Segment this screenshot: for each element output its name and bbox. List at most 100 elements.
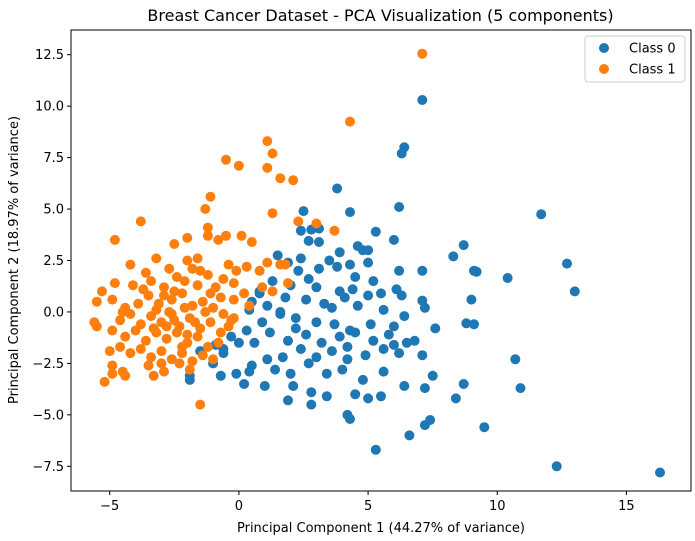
y-tick-label-0: −7.5 [32,460,64,475]
point-series-1-46 [146,276,157,287]
point-series-0-9 [295,225,306,236]
point-series-0-85 [401,337,412,348]
point-series-0-27 [394,265,405,276]
point-series-0-18 [303,235,314,246]
point-series-1-126 [195,265,206,276]
point-series-1-124 [138,284,149,295]
point-series-0-28 [363,257,374,268]
x-axis: −5 0 5 10 15 [100,491,635,514]
point-series-0-38 [368,276,379,287]
point-series-1-127 [117,307,128,317]
point-series-1-133 [254,265,265,276]
point-series-1-3 [267,148,278,159]
point-series-1-93 [104,346,115,357]
point-series-1-92 [213,337,224,348]
point-series-1-98 [156,346,167,357]
point-series-0-16 [334,247,345,258]
point-series-0-19 [314,237,324,247]
point-series-1-13 [311,218,322,229]
point-series-1-90 [192,331,203,342]
point-series-0-0 [417,95,428,105]
legend-label-0: Class 0 [629,42,676,57]
point-series-1-25 [151,253,162,264]
chart-title: Breast Cancer Dataset - PCA Visualizatio… [147,6,613,25]
point-series-1-99 [166,354,177,365]
point-series-1-54 [244,300,255,311]
point-series-1-24 [109,234,120,245]
point-series-1-110 [184,364,195,375]
point-series-1-88 [171,327,182,338]
point-series-1-40 [257,282,268,293]
point-series-0-29 [345,259,355,270]
y-tick-label-4: 2.5 [43,254,64,269]
point-series-0-15 [363,245,374,256]
point-series-0-88 [378,344,389,354]
point-series-1-38 [218,274,229,284]
point-series-1-64 [197,296,208,307]
point-series-1-2 [262,136,273,147]
point-series-0-123 [376,391,386,402]
point-series-1-97 [146,352,157,363]
point-series-1-85 [140,335,151,346]
y-tick-label-7: 10.0 [35,100,64,115]
point-series-1-82 [107,325,118,336]
point-series-0-138 [239,379,250,389]
point-series-1-30 [262,257,273,268]
point-series-0-59 [339,292,350,303]
point-series-1-56 [107,294,118,305]
point-series-0-40 [396,290,407,301]
point-series-0-124 [321,391,332,402]
point-series-0-100 [184,374,195,385]
point-series-1-94 [115,341,126,352]
y-tick-label-1: −5.0 [32,408,64,423]
point-series-0-36 [332,261,343,272]
point-series-1-49 [179,276,190,287]
point-series-1-52 [215,292,226,303]
point-series-1-111 [107,368,118,379]
point-series-1-45 [128,280,138,291]
point-series-0-2 [396,148,407,159]
point-series-1-107 [148,370,159,381]
point-series-0-45 [363,290,374,301]
point-series-1-7 [275,173,286,184]
legend-label-1: Class 1 [629,63,676,78]
point-series-1-39 [228,278,239,289]
point-series-0-146 [383,329,394,340]
point-series-0-111 [337,364,348,375]
point-series-0-5 [394,202,405,212]
point-series-0-105 [226,331,237,342]
point-series-0-51 [267,276,278,287]
point-series-0-8 [370,226,381,237]
point-series-0-46 [347,284,358,295]
point-series-1-19 [213,234,224,245]
point-series-0-73 [257,317,268,328]
point-series-1-87 [161,333,172,344]
point-series-0-94 [277,352,288,363]
point-series-1-55 [91,296,102,307]
point-series-1-102 [197,350,208,361]
point-series-0-70 [311,317,322,328]
point-series-0-26 [417,265,428,276]
point-series-0-37 [350,272,361,282]
point-series-1-21 [246,237,257,247]
point-series-1-79 [205,317,216,328]
point-series-0-43 [466,294,477,305]
point-series-0-23 [502,273,513,283]
point-series-0-25 [448,251,459,262]
point-series-1-103 [107,360,118,371]
point-series-1-28 [223,259,234,270]
point-series-0-109 [303,358,314,369]
point-series-0-60 [352,300,363,311]
point-series-0-69 [329,319,340,330]
point-series-1-105 [120,370,131,381]
point-series-0-98 [215,370,226,381]
point-series-0-74 [241,325,252,336]
point-series-0-86 [417,350,428,361]
y-tick-label-5: 5.0 [43,203,64,218]
point-series-1-66 [218,309,229,319]
point-series-0-64 [461,318,472,329]
point-series-0-132 [419,420,430,431]
point-series-1-113 [195,399,206,410]
point-series-1-4 [262,162,273,173]
